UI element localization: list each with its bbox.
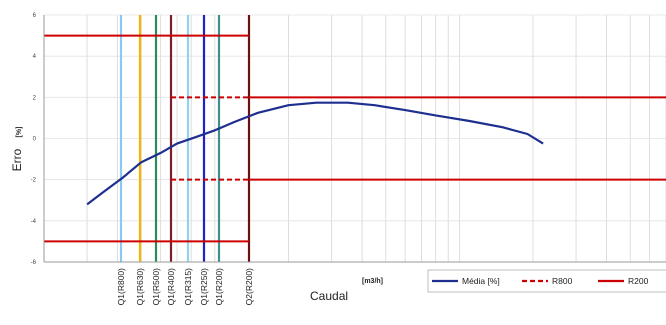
y-tick-label: 4 bbox=[33, 54, 37, 60]
flow-markers bbox=[119, 15, 251, 262]
flow-marker-label: Q1(R200) bbox=[214, 268, 224, 305]
flow-marker-label: Q1(R400) bbox=[166, 268, 176, 305]
flow-marker-label: Q2(R200) bbox=[244, 268, 254, 305]
y-tick-labels: 6 4 2 0 -2 -4 -6 bbox=[31, 13, 37, 266]
series-group bbox=[86, 101, 544, 206]
flow-marker-label: Q1(R315) bbox=[183, 268, 193, 305]
y-axis-unit: [%] bbox=[16, 127, 23, 138]
series-line-media bbox=[86, 101, 544, 206]
flow-marker-label: Q1(R630) bbox=[135, 268, 145, 305]
y-axis-label: Erro bbox=[10, 148, 24, 171]
y-tick-label: 2 bbox=[33, 95, 37, 101]
x-axis-unit: [m3/h] bbox=[362, 278, 383, 285]
legend: Média [%] R800 R200 bbox=[427, 269, 666, 293]
flow-marker-label: Q1(R500) bbox=[151, 268, 161, 305]
y-tick-label: -2 bbox=[31, 178, 37, 184]
y-tick-label: -6 bbox=[31, 260, 37, 266]
y-tick-label: -4 bbox=[31, 219, 37, 225]
legend-label: Média [%] bbox=[462, 276, 500, 286]
flow-marker-label: Q1(R250) bbox=[199, 268, 209, 305]
legend-label: R200 bbox=[628, 276, 649, 286]
legend-label: R800 bbox=[552, 276, 573, 286]
x-axis-label: Caudal bbox=[310, 289, 348, 303]
flow-marker-label: Q1(R800) bbox=[116, 268, 126, 305]
y-tick-label: 0 bbox=[33, 137, 37, 143]
axes bbox=[43, 15, 666, 263]
y-tick-label: 6 bbox=[33, 13, 37, 19]
flow-marker-labels: Q1(R800) Q1(R630) Q1(R500) Q1(R400) Q1(R315)… bbox=[116, 268, 254, 305]
limit-lines bbox=[44, 34, 666, 243]
